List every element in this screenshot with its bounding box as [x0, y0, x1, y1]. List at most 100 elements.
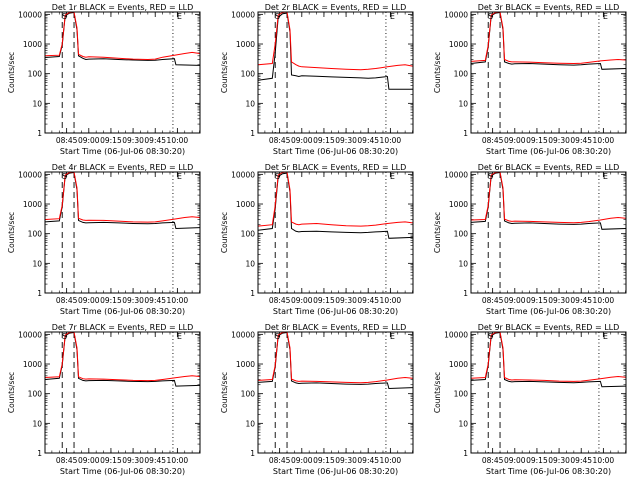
- x-tick-label: 09:00: [78, 136, 100, 145]
- lld-series-line: [45, 12, 200, 61]
- x-tick-label: 09:45: [357, 296, 379, 305]
- annotation-label: E: [603, 332, 608, 341]
- chart-panel: Det 8r BLACK = Events, RED = LLD 1 10 100 10…: [220, 323, 414, 476]
- x-tick-label: 10:00: [593, 456, 615, 465]
- y-tick-label: 10: [458, 99, 468, 108]
- x-tick-label: 09:00: [78, 456, 100, 465]
- annotation-label: E: [390, 332, 395, 341]
- y-tick-label: 1000: [23, 200, 42, 209]
- x-tick-label: 09:45: [357, 456, 379, 465]
- y-tick-label: 1: [250, 289, 255, 298]
- x-tick-label: 09:30: [335, 136, 357, 145]
- x-tick-label: 09:15: [100, 136, 122, 145]
- y-tick-label: 100: [454, 70, 469, 79]
- series-group: [471, 172, 626, 230]
- annotation-label: S: [62, 172, 67, 181]
- y-tick-label: 10000: [18, 170, 42, 179]
- x-tick-label: 08:45: [482, 456, 504, 465]
- plot-frame: [470, 331, 627, 454]
- x-tick-label: 09:45: [570, 456, 592, 465]
- lld-series-line: [45, 332, 200, 382]
- y-tick-label: 10: [245, 99, 255, 108]
- x-tick-label: 09:30: [548, 456, 570, 465]
- y-tick-label: 1: [463, 129, 468, 138]
- y-tick-label: 1: [37, 289, 42, 298]
- x-axis-label: Start Time (06-Jul-06 08:30:20): [486, 307, 611, 316]
- x-axis-label: Start Time (06-Jul-06 08:30:20): [273, 147, 398, 156]
- y-tick-label: 10000: [231, 10, 255, 19]
- y-axis-label: Counts/sec: [7, 212, 16, 253]
- annotation-label: E: [177, 172, 182, 181]
- annotation-label: E: [390, 12, 395, 21]
- x-axis-label: Start Time (06-Jul-06 08:30:20): [273, 307, 398, 316]
- chart-panel: Det 1r BLACK = Events, RED = LLD 1 10 100 10…: [7, 3, 201, 156]
- lld-series-line: [258, 172, 413, 227]
- x-tick-label: 09:15: [313, 136, 335, 145]
- y-tick-label: 100: [28, 390, 43, 399]
- plot-frame: [257, 11, 414, 134]
- y-axis-label: Counts/sec: [433, 372, 442, 413]
- events-series-line: [471, 172, 626, 230]
- x-axis-label: Start Time (06-Jul-06 08:30:20): [273, 467, 398, 476]
- series-group: [471, 12, 626, 70]
- y-tick-label: 10000: [231, 330, 255, 339]
- x-tick-label: 09:30: [335, 296, 357, 305]
- events-series-line: [258, 332, 413, 390]
- x-tick-label: 09:00: [504, 136, 526, 145]
- series-group: [258, 12, 413, 90]
- x-tick-label: 08:45: [269, 296, 291, 305]
- y-tick-label: 1: [250, 449, 255, 458]
- x-tick-label: 08:45: [482, 296, 504, 305]
- x-tick-label: 09:30: [122, 296, 144, 305]
- x-axis-label: Start Time (06-Jul-06 08:30:20): [60, 307, 185, 316]
- annotation-label: S: [62, 12, 67, 21]
- annotation-label: E: [603, 172, 608, 181]
- y-tick-label: 10: [458, 419, 468, 428]
- x-tick-label: 08:45: [269, 456, 291, 465]
- annotation-label: S: [488, 172, 493, 181]
- plot-frame: [44, 11, 201, 134]
- y-tick-label: 1000: [23, 40, 42, 49]
- series-group: [45, 332, 200, 387]
- x-tick-label: 08:45: [56, 456, 78, 465]
- y-axis-label: Counts/sec: [220, 52, 229, 93]
- y-axis-label: Counts/sec: [220, 372, 229, 413]
- y-tick-label: 100: [454, 230, 469, 239]
- y-tick-label: 1: [463, 289, 468, 298]
- chart-title: Det 5r BLACK = Events, RED = LLD: [265, 163, 407, 172]
- events-series-line: [258, 172, 413, 239]
- x-tick-label: 09:00: [291, 136, 313, 145]
- y-tick-label: 1000: [236, 200, 255, 209]
- y-axis-label: Counts/sec: [433, 52, 442, 93]
- annotation-label: E: [390, 172, 395, 181]
- annotation-label: S: [488, 332, 493, 341]
- y-tick-label: 10000: [18, 10, 42, 19]
- y-tick-label: 1: [37, 129, 42, 138]
- x-tick-label: 08:45: [269, 136, 291, 145]
- y-tick-label: 10: [32, 259, 42, 268]
- y-tick-label: 100: [241, 390, 256, 399]
- plot-frame: [257, 171, 414, 294]
- y-axis-label: Counts/sec: [7, 372, 16, 413]
- series-group: [471, 332, 626, 388]
- y-tick-label: 1: [37, 449, 42, 458]
- y-tick-label: 1000: [449, 40, 468, 49]
- x-tick-label: 09:30: [122, 456, 144, 465]
- chart-panel: Det 5r BLACK = Events, RED = LLD 1 10 100 10…: [220, 163, 414, 316]
- annotation-label: E: [603, 12, 608, 21]
- series-group: [258, 172, 413, 239]
- x-tick-label: 10:00: [593, 136, 615, 145]
- y-tick-label: 1000: [236, 360, 255, 369]
- lld-series-line: [471, 332, 626, 382]
- events-series-line: [471, 332, 626, 388]
- lld-series-line: [471, 172, 626, 224]
- x-tick-label: 09:15: [313, 456, 335, 465]
- x-tick-label: 09:00: [78, 296, 100, 305]
- x-tick-label: 09:45: [144, 296, 166, 305]
- annotation-label: S: [275, 332, 280, 341]
- y-tick-label: 1000: [236, 40, 255, 49]
- events-series-line: [45, 332, 200, 387]
- events-series-line: [45, 12, 200, 66]
- x-tick-label: 10:00: [167, 456, 189, 465]
